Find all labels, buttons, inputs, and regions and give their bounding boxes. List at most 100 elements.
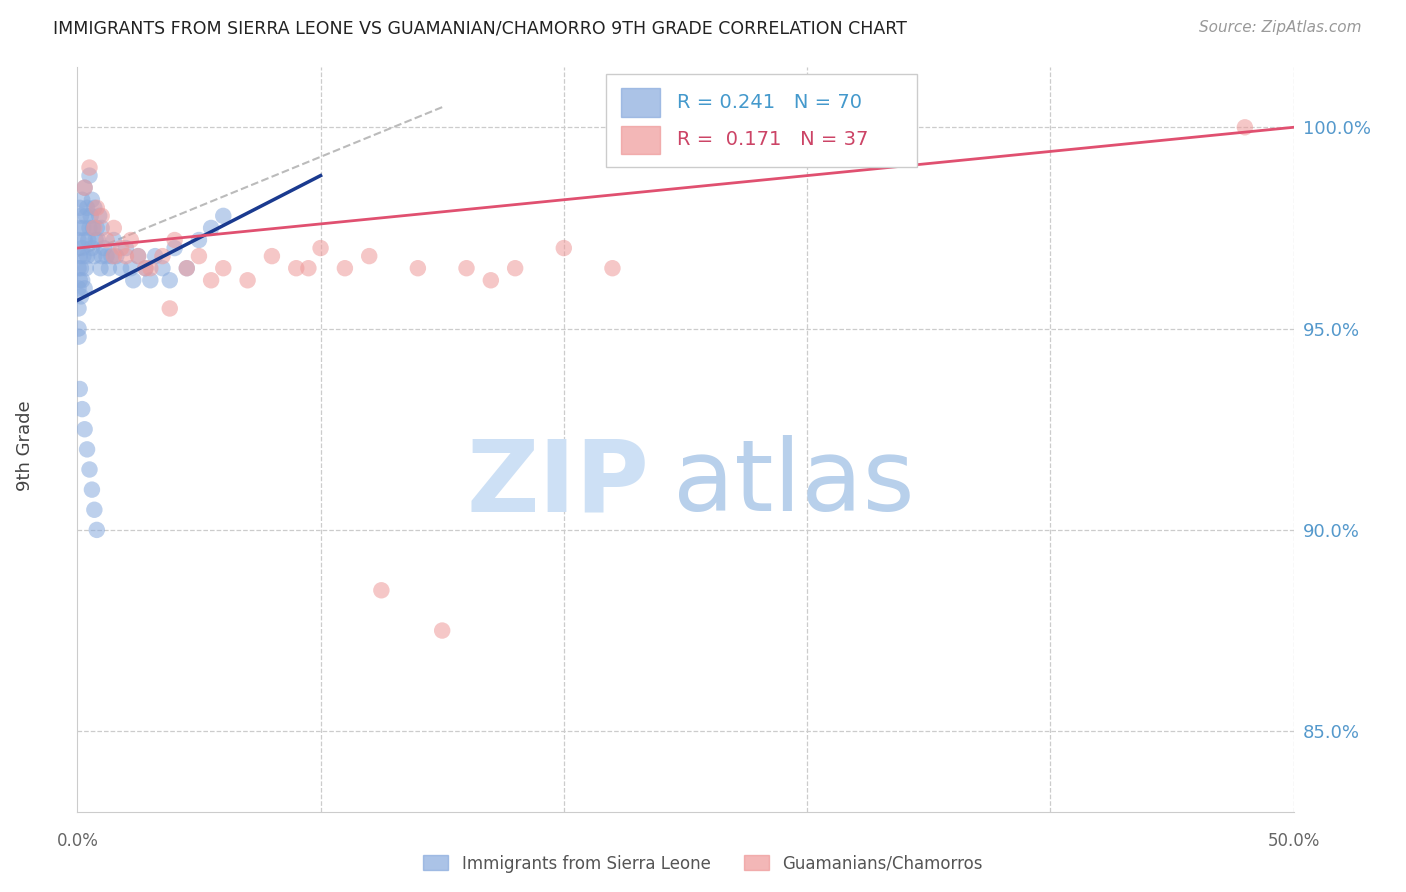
Point: [110, 241, 132, 255]
Point: [503, 261, 526, 276]
Point: [67, 329, 90, 343]
Point: [115, 241, 138, 255]
Point: [212, 209, 235, 223]
Point: [176, 261, 198, 276]
Point: [76, 201, 98, 215]
Point: [70, 193, 93, 207]
Point: [105, 249, 128, 263]
Text: Source: ZipAtlas.com: Source: ZipAtlas.com: [1198, 20, 1361, 35]
Point: [152, 249, 174, 263]
Point: [86, 523, 108, 537]
Point: [143, 249, 166, 263]
Point: [103, 233, 125, 247]
Point: [163, 241, 186, 255]
Point: [152, 261, 174, 276]
Point: [67, 261, 90, 276]
Point: [83, 249, 105, 263]
Point: [86, 221, 108, 235]
Point: [69, 382, 91, 396]
Point: [602, 261, 624, 276]
Point: [97, 261, 120, 276]
Point: [73, 180, 96, 194]
Point: [89, 209, 111, 223]
Text: atlas: atlas: [673, 435, 915, 533]
Point: [80, 241, 103, 255]
Point: [127, 249, 149, 263]
Legend: Immigrants from Sierra Leone, Guamanians/Chamorros: Immigrants from Sierra Leone, Guamanians…: [416, 848, 990, 880]
Point: [553, 241, 575, 255]
Point: [90, 249, 112, 263]
Point: [70, 289, 93, 303]
Point: [139, 261, 162, 276]
Point: [100, 249, 122, 263]
Point: [139, 273, 162, 287]
Text: 9th Grade: 9th Grade: [17, 401, 34, 491]
Point: [333, 261, 356, 276]
Text: 0.0%: 0.0%: [56, 832, 98, 850]
Bar: [621, 88, 659, 117]
Point: [103, 221, 125, 235]
Text: ZIP: ZIP: [465, 435, 650, 533]
Point: [406, 261, 429, 276]
Point: [236, 273, 259, 287]
Point: [115, 249, 138, 263]
FancyBboxPatch shape: [606, 74, 917, 168]
Point: [479, 273, 502, 287]
Point: [103, 249, 125, 263]
Point: [163, 233, 186, 247]
Point: [72, 249, 94, 263]
Text: R = 0.241   N = 70: R = 0.241 N = 70: [676, 93, 862, 112]
Point: [159, 301, 181, 316]
Point: [260, 249, 283, 263]
Point: [432, 624, 454, 638]
Point: [73, 180, 96, 194]
Point: [212, 261, 235, 276]
Point: [70, 241, 93, 255]
Point: [110, 261, 132, 276]
Point: [70, 209, 93, 223]
Point: [69, 249, 91, 263]
Point: [84, 233, 107, 247]
Point: [67, 281, 90, 295]
Point: [90, 221, 112, 235]
Point: [86, 201, 108, 215]
Point: [69, 201, 91, 215]
Point: [90, 209, 112, 223]
Point: [285, 261, 308, 276]
Point: [83, 221, 105, 235]
Point: [176, 261, 198, 276]
Text: 50.0%: 50.0%: [1267, 832, 1320, 850]
Point: [82, 221, 104, 235]
Point: [69, 221, 91, 235]
Point: [1233, 120, 1256, 135]
Point: [120, 233, 142, 247]
Text: IMMIGRANTS FROM SIERRA LEONE VS GUAMANIAN/CHAMORRO 9TH GRADE CORRELATION CHART: IMMIGRANTS FROM SIERRA LEONE VS GUAMANIA…: [53, 20, 907, 37]
Point: [72, 221, 94, 235]
Point: [89, 261, 111, 276]
Point: [200, 221, 222, 235]
Point: [359, 249, 381, 263]
Point: [75, 261, 97, 276]
Point: [96, 249, 118, 263]
Point: [73, 281, 96, 295]
Point: [309, 241, 332, 255]
Point: [122, 273, 145, 287]
Point: [188, 233, 211, 247]
Point: [67, 321, 90, 335]
Point: [93, 241, 115, 255]
Point: [73, 233, 96, 247]
Point: [80, 483, 103, 497]
Point: [127, 249, 149, 263]
Point: [70, 261, 93, 276]
Point: [70, 402, 93, 417]
Point: [134, 261, 156, 276]
Point: [200, 273, 222, 287]
Point: [188, 249, 211, 263]
Point: [96, 233, 118, 247]
Point: [67, 233, 90, 247]
Point: [83, 502, 105, 516]
Point: [77, 233, 100, 247]
Point: [370, 583, 392, 598]
Point: [456, 261, 478, 276]
Point: [79, 221, 101, 235]
